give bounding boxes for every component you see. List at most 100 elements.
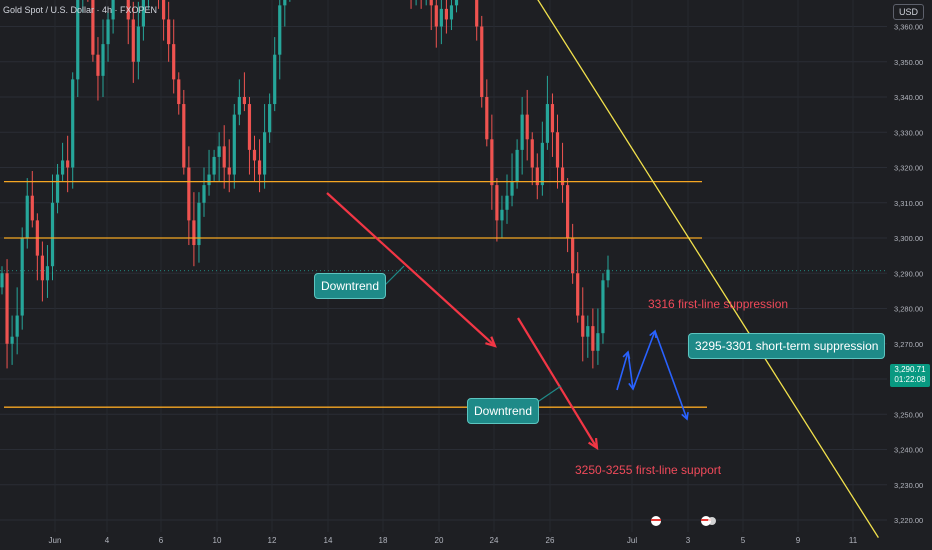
projection-segment (632, 330, 656, 390)
x-tick-label: 18 (379, 536, 388, 545)
candle-body (485, 97, 489, 140)
candle-body (101, 44, 105, 76)
x-tick-label: Jul (627, 536, 637, 545)
candle-body (591, 326, 595, 351)
first-line-support-label: 3250-3255 first-line support (575, 463, 722, 477)
y-tick-label: 3,290.00 (894, 269, 923, 278)
grid-lines (0, 0, 887, 532)
downtrend-arrow-2-head (588, 437, 599, 451)
candle-body (606, 269, 610, 281)
downtrend-callout-1: Downtrend (314, 273, 387, 299)
currency-button[interactable]: USD (892, 4, 924, 20)
candle-body (252, 149, 257, 161)
y-tick-label: 3,270.00 (894, 340, 923, 349)
x-tick-label: 12 (268, 536, 277, 545)
candle-body (449, 5, 454, 20)
candle-body (566, 185, 570, 238)
candle-body (550, 104, 555, 133)
candle-body (111, 0, 115, 20)
candle-body (273, 54, 277, 105)
y-tick-label: 3,280.00 (894, 305, 923, 314)
current-price: 3,290.71 (894, 365, 926, 374)
price-axis: 3,220.003,230.003,240.003,250.003,260.00… (894, 23, 923, 526)
candle-body (490, 139, 494, 186)
downtrend-arrow-2 (517, 317, 598, 449)
candle-body (182, 104, 186, 168)
candle-body (141, 0, 145, 27)
candle-body (505, 195, 509, 210)
y-tick-label: 3,300.00 (894, 234, 923, 243)
candle-body (10, 336, 14, 344)
candle-body (601, 280, 605, 334)
candle-body (96, 54, 100, 76)
candle-countdown: 01:22:08 (894, 375, 926, 384)
candle-body (581, 315, 585, 337)
x-tick-label: 10 (213, 536, 222, 545)
y-tick-label: 3,360.00 (894, 23, 923, 32)
candle-body (525, 114, 529, 140)
x-tick-label: 26 (546, 536, 555, 545)
candle-body (454, 0, 459, 6)
candle-body (242, 97, 246, 105)
candle-body (257, 160, 262, 175)
candle-body (232, 114, 236, 175)
candle-body (495, 185, 499, 221)
candle-body (177, 79, 181, 105)
short-term-suppression-callout: 3295-3301 short-term suppression (688, 333, 886, 359)
x-tick-label: 4 (105, 536, 110, 545)
candle-body (222, 146, 226, 168)
candle-body (71, 79, 75, 168)
candle-body (571, 238, 575, 274)
projection-path (616, 329, 689, 421)
candle-body (227, 167, 231, 175)
candle-body (202, 185, 206, 203)
candle-body (237, 97, 241, 115)
candle-body (515, 149, 519, 182)
candle-body (586, 326, 590, 337)
candle-body (212, 156, 216, 175)
candle-body (172, 44, 176, 80)
candle-body (444, 8, 448, 20)
horizontal-levels (4, 180, 707, 408)
candle-body (45, 266, 50, 281)
candle-body (25, 195, 29, 238)
candle-body (15, 315, 19, 337)
candle-body (187, 167, 191, 221)
candle-body (263, 132, 267, 175)
x-tick-label: 20 (435, 536, 444, 545)
time-axis: Jun 4 6 10 12 14 18 20 24 26 Jul 3 5 9 11 (49, 536, 858, 545)
candle-body (247, 104, 252, 150)
y-tick-label: 3,220.00 (894, 516, 923, 525)
candle-body (439, 8, 443, 27)
y-tick-label: 3,240.00 (894, 446, 923, 455)
event-flags (651, 516, 716, 526)
downtrend-arrow-1 (326, 192, 496, 347)
candle-body (540, 142, 544, 186)
candle-body (207, 174, 211, 186)
price-axis-bg (887, 0, 932, 550)
y-tick-label: 3,350.00 (894, 58, 923, 67)
candle-body (20, 238, 24, 316)
candle-body (131, 19, 135, 62)
candle-body (126, 0, 130, 20)
projection-segment (654, 330, 688, 420)
current-price-tag: 3,290.71 01:22:08 (890, 364, 930, 387)
candle-body (217, 146, 221, 157)
candle-body (535, 167, 539, 186)
candle-body (480, 26, 484, 97)
y-tick-label: 3,330.00 (894, 128, 923, 137)
first-line-suppression-label: 3316 first-line suppression (648, 297, 789, 311)
candle-body (475, 0, 479, 27)
x-tick-label: 9 (796, 536, 801, 545)
candle-body (66, 160, 70, 168)
candle-body (5, 273, 9, 344)
candle-body (192, 220, 196, 246)
candle-body (162, 0, 166, 20)
candle-body (530, 139, 534, 168)
x-tick-label: Jun (49, 536, 62, 545)
projection-arrowhead (681, 411, 689, 421)
projection-segment (616, 351, 629, 391)
y-tick-label: 3,340.00 (894, 93, 923, 102)
candle-body (500, 209, 504, 221)
